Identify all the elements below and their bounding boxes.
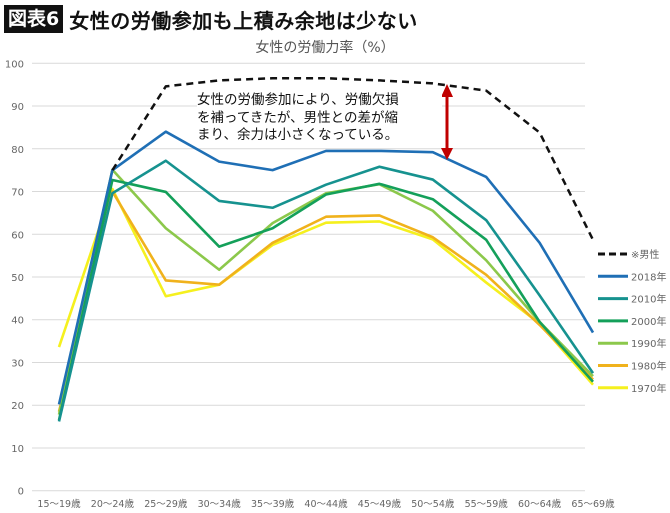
y-tick-label: 60 (11, 230, 24, 241)
legend-label: 2000年 (631, 315, 666, 328)
y-tick-label: 20 (11, 401, 24, 412)
x-tick-label: 55～59歳 (465, 498, 509, 510)
x-tick-label: 15～19歳 (37, 498, 81, 510)
x-tick-label: 25～29歳 (144, 498, 188, 510)
y-tick-label: 80 (11, 145, 24, 156)
series-line-1980年 (57, 190, 594, 412)
annotation-line: 女性の労働参加により、労働欠損 (197, 92, 399, 108)
x-tick-label: 45～49歳 (358, 498, 402, 510)
annotation-line: まり、余力は小さくなっている。 (197, 127, 399, 143)
x-tick-label: 60～64歳 (518, 498, 562, 510)
legend-label: ※男性 (631, 248, 659, 261)
series-line-※男性 (111, 77, 595, 241)
legend-label: 1970年 (631, 382, 666, 395)
x-tick-label: 35～39歳 (251, 498, 295, 510)
series-line-2000年 (57, 178, 594, 421)
gap-arrow-head-down (441, 148, 453, 160)
x-tick-label: 30～34歳 (198, 498, 242, 510)
page-title: 女性の労働参加も上積み余地は少ない (69, 8, 418, 33)
y-tick-label: 100 (5, 59, 24, 70)
x-tick-label: 20～24歳 (91, 498, 135, 510)
y-tick-label: 10 (11, 444, 24, 455)
y-tick-label: 90 (11, 102, 24, 113)
x-tick-label: 65～69歳 (571, 498, 615, 510)
y-tick-label: 70 (11, 188, 24, 199)
legend-label: 2018年 (631, 270, 666, 283)
figure-badge: 図表6 (4, 5, 64, 33)
chart-title: 女性の労働力率（%） (255, 39, 394, 56)
y-tick-label: 40 (11, 316, 24, 327)
series-line-1970年 (57, 187, 594, 386)
y-tick-label: 30 (11, 358, 24, 369)
legend-label: 2010年 (631, 293, 666, 306)
annotation-box: 女性の労働参加により、労働欠損 を補ってきたが、男性との差が縮 まり、余力は小さ… (197, 92, 442, 145)
series-line-1990年 (57, 168, 594, 415)
legend-label: 1980年 (631, 360, 666, 373)
x-tick-label: 40～44歳 (304, 498, 348, 510)
gap-arrow-head-up (441, 84, 453, 97)
annotation-line: を補ってきたが、男性との差が縮 (197, 109, 399, 126)
x-tick-label: 50～54歳 (411, 498, 455, 510)
y-tick-label: 50 (11, 273, 24, 284)
series-line-2018年 (57, 130, 595, 405)
y-tick-label: 0 (18, 487, 24, 498)
series-line-2010年 (57, 159, 595, 422)
legend-label: 1990年 (631, 337, 666, 350)
header: 図表6 女性の労働参加も上積み余地は少ない (4, 4, 418, 34)
